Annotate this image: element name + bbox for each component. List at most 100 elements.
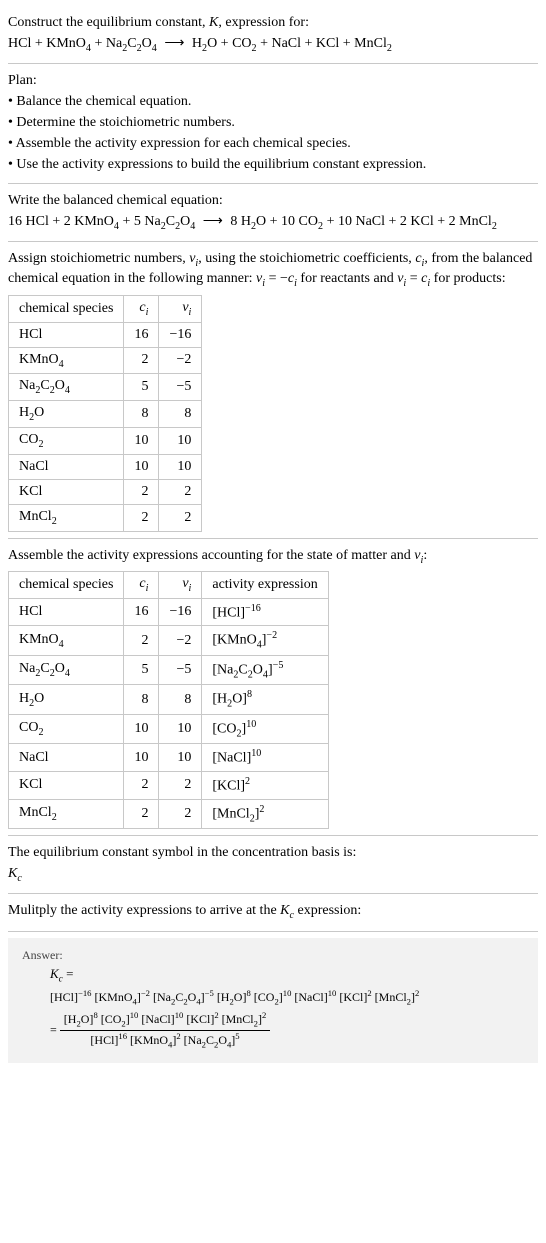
multiply-text-b: expression: [294, 903, 361, 918]
table-row: NaCl1010 [9, 454, 202, 479]
balanced-lhs: 16 HCl + 2 KMnO4 + 5 Na2C2O4 [8, 214, 195, 229]
answer-flat-expr: [HCl]−16 [KMnO4]−2 [Na2C2O4]−5 [H2O]8 [C… [50, 990, 419, 1004]
nui-cell: −16 [159, 322, 202, 347]
prompt-text-b: , expression for: [218, 15, 309, 30]
stoich-rel1: = − [265, 271, 288, 286]
multiply-section: Mulitply the activity expressions to arr… [8, 894, 538, 931]
answer-body: Kc = [HCl]−16 [KMnO4]−2 [Na2C2O4]−5 [H2O… [50, 965, 524, 1051]
activity-expr-cell: [KCl]2 [202, 771, 328, 799]
table-row: KMnO42−2[KMnO4]−2 [9, 626, 329, 655]
ci-cell: 16 [124, 598, 159, 626]
nui-cell: −16 [159, 598, 202, 626]
denominator: [HCl]16 [KMnO4]2 [Na2C2O4]5 [60, 1031, 270, 1051]
ci-cell: 2 [124, 347, 159, 374]
table-row: H2O88[H2O]8 [9, 685, 329, 714]
stoich-text-d: for reactants and [297, 271, 397, 286]
ci-cell: 10 [124, 454, 159, 479]
activity-expr-cell: [MnCl2]2 [202, 799, 328, 828]
equals: = [50, 1022, 60, 1036]
unbalanced-equation: HCl + KMnO4 + Na2C2O4 ⟶ H2O + CO2 + NaCl… [8, 35, 538, 55]
k-letter: K [280, 903, 289, 918]
table-row: Na2C2O45−5[Na2C2O4]−5 [9, 655, 329, 684]
species-cell: HCl [9, 322, 124, 347]
ci-cell: 5 [124, 655, 159, 684]
table-row: H2O88 [9, 401, 202, 428]
activity-table: chemical speciesciνiactivity expressionH… [8, 571, 329, 829]
k-letter: K [50, 966, 59, 981]
table-row: KCl22[KCl]2 [9, 771, 329, 799]
nui-cell: 2 [159, 799, 202, 828]
nui-cell: 8 [159, 685, 202, 714]
species-cell: MnCl2 [9, 799, 124, 828]
species-cell: KMnO4 [9, 347, 124, 374]
activity-title-b: : [423, 548, 427, 563]
species-cell: CO2 [9, 427, 124, 454]
species-cell: KCl [9, 771, 124, 799]
table-row: MnCl222 [9, 504, 202, 531]
species-cell: CO2 [9, 714, 124, 743]
answer-frac-line: = [H2O]8 [CO2]10 [NaCl]10 [KCl]2 [MnCl2]… [50, 1010, 524, 1051]
multiply-text: Mulitply the activity expressions to arr… [8, 902, 538, 922]
kc-symbol: Kc [8, 865, 538, 885]
plan-item: • Use the activity expressions to build … [8, 156, 538, 175]
species-cell: H2O [9, 685, 124, 714]
stoich-text-e: for products: [430, 271, 505, 286]
species-cell: HCl [9, 598, 124, 626]
kc-symbol-line: The equilibrium constant symbol in the c… [8, 844, 538, 863]
table-row: NaCl1010[NaCl]10 [9, 744, 329, 772]
table-header: νi [159, 571, 202, 598]
balanced-section: Write the balanced chemical equation: 16… [8, 184, 538, 242]
species-cell: NaCl [9, 454, 124, 479]
species-cell: KCl [9, 479, 124, 504]
fraction: [H2O]8 [CO2]10 [NaCl]10 [KCl]2 [MnCl2]2 … [60, 1010, 270, 1051]
table-row: HCl16−16 [9, 322, 202, 347]
balanced-rhs: 8 H2O + 10 CO2 + 10 NaCl + 2 KCl + 2 MnC… [230, 214, 497, 229]
equals: = [63, 966, 74, 981]
table-row: Na2C2O45−5 [9, 374, 202, 401]
nui-cell: −2 [159, 626, 202, 655]
ci-cell: 16 [124, 322, 159, 347]
nui-cell: 10 [159, 714, 202, 743]
ci-cell: 5 [124, 374, 159, 401]
stoich-text-a: Assign stoichiometric numbers, [8, 251, 189, 266]
k-letter: K [8, 866, 17, 881]
table-header: ci [124, 571, 159, 598]
species-cell: Na2C2O4 [9, 655, 124, 684]
nui-cell: 2 [159, 504, 202, 531]
activity-expr-cell: [CO2]10 [202, 714, 328, 743]
eq-rhs: H2O + CO2 + NaCl + KCl + MnCl2 [192, 36, 392, 51]
stoich-rel2: = [406, 271, 421, 286]
activity-expr-cell: [HCl]−16 [202, 598, 328, 626]
ci-cell: 2 [124, 626, 159, 655]
species-cell: H2O [9, 401, 124, 428]
nui-cell: −2 [159, 347, 202, 374]
nui-cell: −5 [159, 655, 202, 684]
species-cell: NaCl [9, 744, 124, 772]
species-cell: KMnO4 [9, 626, 124, 655]
plan-section: Plan: • Balance the chemical equation. • … [8, 64, 538, 183]
activity-expr-cell: [KMnO4]−2 [202, 626, 328, 655]
answer-flat: [HCl]−16 [KMnO4]−2 [Na2C2O4]−5 [H2O]8 [C… [50, 988, 524, 1008]
ci-cell: 8 [124, 401, 159, 428]
plan-item: • Balance the chemical equation. [8, 93, 538, 112]
ci-cell: 2 [124, 799, 159, 828]
table-header: chemical species [9, 295, 124, 322]
nui-cell: 10 [159, 454, 202, 479]
ci-cell: 10 [124, 714, 159, 743]
nui-cell: −5 [159, 374, 202, 401]
plan-title: Plan: [8, 72, 538, 91]
activity-title-a: Assemble the activity expressions accoun… [8, 548, 414, 563]
activity-section: Assemble the activity expressions accoun… [8, 539, 538, 836]
plan-item: • Determine the stoichiometric numbers. [8, 114, 538, 133]
activity-title: Assemble the activity expressions accoun… [8, 547, 538, 567]
table-row: KCl22 [9, 479, 202, 504]
balanced-title: Write the balanced chemical equation: [8, 192, 538, 211]
prompt-section: Construct the equilibrium constant, K, e… [8, 6, 538, 64]
nui-cell: 8 [159, 401, 202, 428]
ci-cell: 10 [124, 427, 159, 454]
table-header: chemical species [9, 571, 124, 598]
balanced-equation: 16 HCl + 2 KMnO4 + 5 Na2C2O4 ⟶ 8 H2O + 1… [8, 213, 538, 233]
answer-line1: Kc = [50, 965, 524, 986]
ci-cell: 8 [124, 685, 159, 714]
numerator: [H2O]8 [CO2]10 [NaCl]10 [KCl]2 [MnCl2]2 [60, 1010, 270, 1031]
